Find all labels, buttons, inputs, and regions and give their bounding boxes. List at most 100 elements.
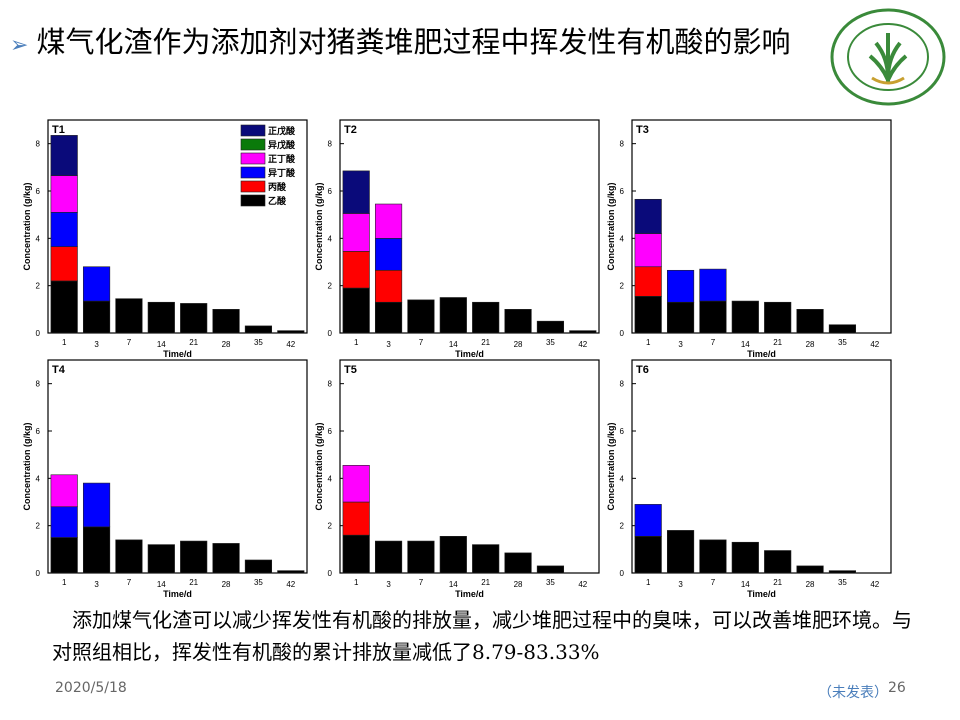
- bar-segment: [147, 544, 175, 574]
- chart-t2: T2 0 2 4 6 8 Concentration (g/kg) 1 3 7 14 21 28 35 42…: [310, 115, 602, 359]
- bar-segment: [374, 238, 403, 271]
- slide-title: ➢ 煤气化渣作为添加剂对猪粪堆肥过程中挥发性有机酸的影响: [10, 22, 810, 66]
- plot-frame: [47, 359, 308, 574]
- bar-segment: [82, 482, 111, 528]
- y-tick-label: 2: [328, 522, 333, 531]
- bar-segment: [634, 504, 662, 537]
- legend-swatch: [240, 194, 266, 207]
- x-axis-label: Time/d: [747, 589, 776, 597]
- y-tick-label: 4: [36, 234, 41, 243]
- bar-segment: [569, 330, 597, 334]
- bar-segment: [244, 559, 273, 574]
- bar-segment: [115, 539, 143, 574]
- bar-segment: [277, 330, 305, 334]
- y-tick-label: 0: [36, 569, 41, 578]
- bar-segment: [244, 325, 273, 334]
- x-tick-label: 21: [773, 578, 782, 587]
- x-tick-label: 7: [127, 338, 132, 347]
- legend-swatch: [240, 166, 266, 179]
- x-tick-label: 28: [806, 580, 815, 589]
- y-axis-label: Concentration (g/kg): [606, 183, 616, 271]
- bar-segment: [796, 565, 824, 574]
- x-tick-label: 1: [646, 578, 651, 587]
- bar-segment: [50, 246, 78, 282]
- chart-svg: T5 0 2 4 6 8 Concentration (g/kg) 1 3 7 14 21 28 35 42…: [314, 359, 600, 599]
- bar-segment: [634, 536, 662, 574]
- legend-label: 正丁酸: [268, 153, 296, 164]
- x-tick-label: 3: [678, 580, 683, 589]
- bar-segment: [115, 298, 143, 334]
- bar-segment: [50, 474, 78, 508]
- bar-segment: [666, 301, 695, 334]
- y-tick-label: 6: [36, 427, 41, 436]
- slide-title-text: 煤气化渣作为添加剂对猪粪堆肥过程中挥发性有机酸的影响: [36, 25, 791, 59]
- y-tick-label: 2: [620, 282, 625, 291]
- bar-segment: [342, 501, 370, 536]
- chart-title: T2: [344, 124, 357, 136]
- legend-swatch: [240, 138, 266, 151]
- chart-title: T5: [344, 364, 357, 376]
- x-tick-label: 7: [711, 578, 716, 587]
- chart-title: T6: [636, 364, 649, 376]
- x-axis-label: Time/d: [163, 589, 192, 597]
- bar-segment: [634, 233, 662, 268]
- chart-svg: T4 0 2 4 6 8 Concentration (g/kg) 1 3 7 14 21 28 35 42…: [22, 359, 308, 599]
- y-tick-label: 6: [620, 187, 625, 196]
- x-tick-label: 3: [678, 340, 683, 349]
- bar-segment: [634, 266, 662, 297]
- bar-segment: [374, 203, 403, 239]
- legend-swatch: [240, 124, 266, 137]
- unpublished-note: （未发表）: [818, 685, 888, 701]
- bar-segment: [472, 544, 500, 574]
- bar-segment: [764, 550, 792, 574]
- x-tick-label: 28: [514, 580, 523, 589]
- x-tick-label: 28: [222, 340, 231, 349]
- bar-segment: [666, 269, 695, 303]
- bar-segment: [82, 266, 111, 302]
- x-tick-label: 21: [481, 578, 490, 587]
- y-tick-label: 0: [36, 329, 41, 338]
- x-tick-label: 21: [481, 338, 490, 347]
- university-logo: [830, 8, 946, 106]
- x-tick-label: 7: [419, 578, 424, 587]
- bar-segment: [796, 309, 824, 334]
- bar-segment: [439, 297, 467, 334]
- x-tick-label: 3: [386, 340, 391, 349]
- y-tick-label: 0: [328, 569, 333, 578]
- x-tick-label: 28: [806, 340, 815, 349]
- y-tick-label: 6: [328, 427, 333, 436]
- bar-segment: [504, 309, 532, 334]
- bar-segment: [699, 268, 727, 302]
- bar-segment: [82, 300, 111, 334]
- x-tick-label: 14: [449, 580, 458, 589]
- y-tick-label: 4: [328, 234, 333, 243]
- legend-label: 异丁酸: [268, 167, 296, 178]
- x-tick-label: 42: [578, 580, 587, 589]
- y-tick-label: 2: [36, 522, 41, 531]
- y-tick-label: 4: [36, 474, 41, 483]
- bar-segment: [50, 280, 78, 334]
- plot-frame: [631, 119, 892, 334]
- y-tick-label: 8: [620, 380, 625, 389]
- bar-segment: [342, 534, 370, 574]
- bar-segment: [407, 540, 435, 574]
- bar-segment: [50, 506, 78, 538]
- bar-segment: [666, 530, 695, 574]
- chart-t4: T4 0 2 4 6 8 Concentration (g/kg) 1 3 7 14 21 28 35 42…: [18, 355, 310, 599]
- bar-segment: [147, 301, 175, 334]
- x-tick-label: 7: [711, 338, 716, 347]
- bar-segment: [212, 309, 240, 334]
- bar-segment: [342, 170, 370, 214]
- x-tick-label: 14: [449, 340, 458, 349]
- legend-swatch: [240, 180, 266, 193]
- y-axis-label: Concentration (g/kg): [314, 423, 324, 511]
- y-tick-label: 8: [328, 380, 333, 389]
- y-tick-label: 8: [620, 140, 625, 149]
- chart-t3: T3 0 2 4 6 8 Concentration (g/kg) 1 3 7 14 21 28 35 42…: [602, 115, 894, 359]
- bar-segment: [472, 301, 500, 334]
- x-tick-label: 1: [354, 578, 359, 587]
- x-tick-label: 28: [514, 340, 523, 349]
- x-tick-label: 28: [222, 580, 231, 589]
- chart-t6: T6 0 2 4 6 8 Concentration (g/kg) 1 3 7 14 21 28 35 42…: [602, 355, 894, 599]
- bar-segment: [50, 175, 78, 213]
